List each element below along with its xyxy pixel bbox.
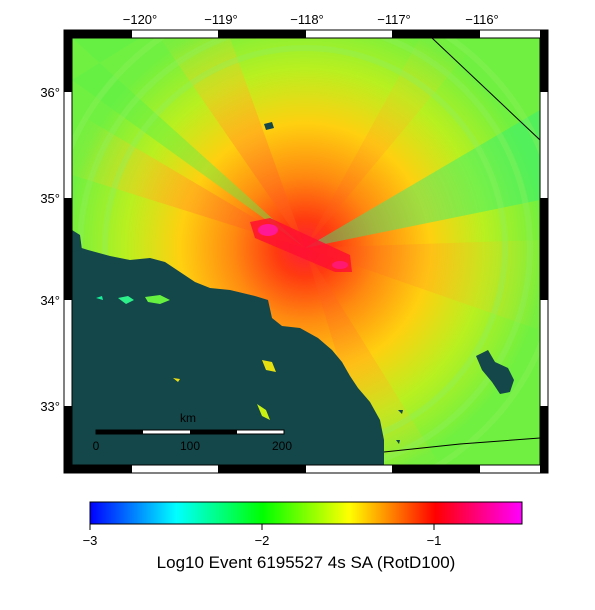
scale-label: 0	[93, 439, 100, 453]
scale-bar: km 0 100 200	[93, 411, 293, 453]
lon-tick: −117°	[377, 12, 411, 27]
lake	[264, 122, 274, 130]
lon-tick: −120°	[123, 12, 157, 27]
island	[145, 295, 170, 304]
shaking-intensity-map	[72, 38, 540, 465]
island	[96, 296, 103, 300]
colorbar-gradient	[89, 501, 523, 525]
colorbar: −3 −2 −1 Log10 Event 6195527 4s SA (RotD…	[83, 501, 523, 572]
lon-tick: −118°	[290, 12, 324, 27]
lon-tick: −116°	[465, 12, 499, 27]
island	[118, 296, 134, 304]
lat-tick: 35°	[40, 191, 60, 206]
colorbar-tick: −2	[255, 533, 270, 548]
scale-unit: km	[180, 411, 196, 425]
latitude-ticks: 36° 35° 34° 33°	[40, 85, 60, 414]
lon-tick: −119°	[204, 12, 238, 27]
colorbar-title: Log10 Event 6195527 4s SA (RotD100)	[157, 553, 456, 572]
island	[262, 360, 276, 372]
lat-tick: 34°	[40, 293, 60, 308]
fault-line	[383, 437, 540, 453]
fault-line	[431, 38, 540, 141]
scale-label: 200	[272, 439, 292, 453]
epicenter-hotspot	[258, 224, 278, 236]
salton-sea	[476, 350, 514, 394]
longitude-ticks: −120° −119° −118° −117° −116°	[123, 12, 499, 27]
lat-tick: 33°	[40, 399, 60, 414]
island	[257, 404, 270, 420]
scale-label: 100	[180, 439, 200, 453]
colorbar-tick: −3	[83, 533, 98, 548]
colorbar-tick: −1	[427, 533, 442, 548]
lat-tick: 36°	[40, 85, 60, 100]
